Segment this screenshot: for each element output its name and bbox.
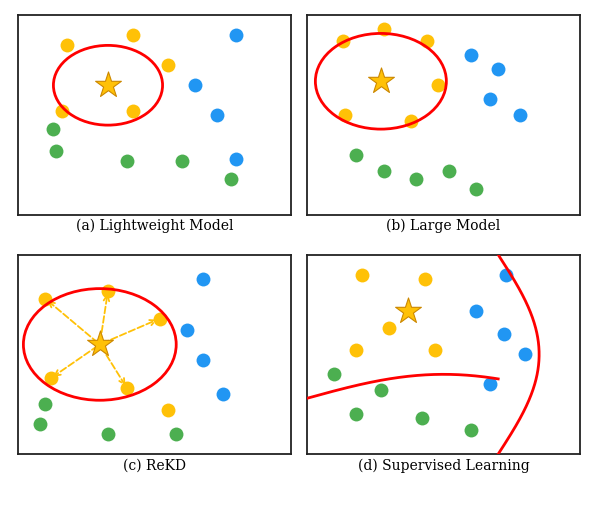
X-axis label: (a) Lightweight Model: (a) Lightweight Model <box>75 219 233 233</box>
Point <box>379 167 388 175</box>
Point <box>422 37 432 45</box>
Point <box>103 286 113 295</box>
Point <box>502 270 511 279</box>
Point <box>379 25 388 34</box>
Point <box>51 147 61 155</box>
Point <box>48 125 58 133</box>
Point <box>404 307 413 315</box>
Point <box>406 117 416 125</box>
Point <box>521 350 530 359</box>
Point <box>420 275 429 283</box>
Point <box>357 270 367 279</box>
X-axis label: (d) Supervised Learning: (d) Supervised Learning <box>358 458 529 473</box>
Point <box>128 107 138 115</box>
Point <box>182 326 192 334</box>
Point <box>95 341 105 349</box>
Point <box>434 81 443 89</box>
Point <box>431 346 440 354</box>
Point <box>163 61 173 70</box>
X-axis label: (c) ReKD: (c) ReKD <box>123 458 186 472</box>
Point <box>46 374 56 382</box>
Point <box>191 81 200 89</box>
Point <box>62 41 72 50</box>
Point <box>123 384 132 392</box>
Point <box>226 175 236 183</box>
Point <box>466 426 475 434</box>
Point <box>411 175 421 183</box>
Point <box>177 157 187 165</box>
Point <box>212 111 222 119</box>
Point <box>128 31 138 40</box>
Point <box>376 77 386 85</box>
Point <box>341 111 350 119</box>
Point <box>352 151 361 159</box>
Point <box>493 65 503 73</box>
Point <box>444 167 454 175</box>
Point <box>515 111 525 119</box>
Point <box>57 107 66 115</box>
Point <box>41 295 50 303</box>
Point <box>172 430 181 438</box>
Point <box>352 410 361 418</box>
X-axis label: (b) Large Model: (b) Large Model <box>386 219 501 233</box>
Point <box>199 356 208 364</box>
Point <box>417 414 426 422</box>
Point <box>485 380 495 389</box>
Point <box>103 81 113 89</box>
Point <box>338 37 347 45</box>
Point <box>199 275 208 283</box>
Point <box>231 31 241 40</box>
Point <box>485 95 495 103</box>
Point <box>472 307 481 315</box>
Point <box>35 420 45 428</box>
Point <box>123 157 132 165</box>
Point <box>231 155 241 163</box>
Point <box>472 185 481 193</box>
Point <box>155 314 164 322</box>
Point <box>329 370 339 378</box>
Point <box>352 346 361 354</box>
Point <box>103 430 113 438</box>
Point <box>466 51 475 59</box>
Point <box>218 390 227 398</box>
Point <box>385 325 394 333</box>
Point <box>41 400 50 408</box>
Point <box>163 406 173 414</box>
Point <box>499 330 508 338</box>
Point <box>376 386 386 394</box>
